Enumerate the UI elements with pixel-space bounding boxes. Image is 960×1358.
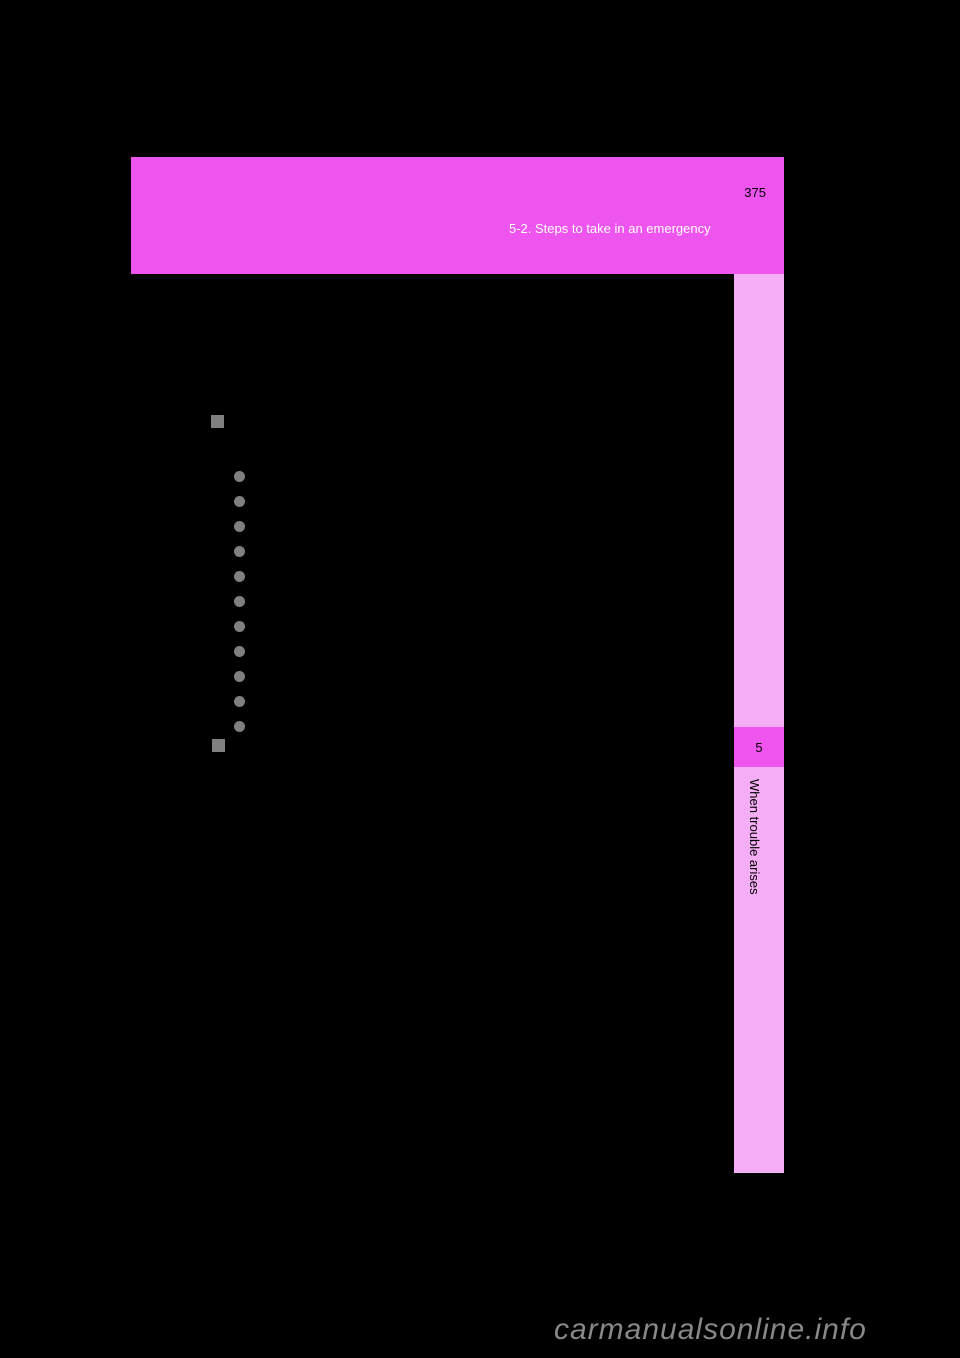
bullet-text: Seat belt pretensioner assemblies [255,694,451,709]
bullet-text: Front airbag sensors [255,494,374,509]
bullet-text: Driver's seat belt buckle switch [255,594,432,609]
bullet-text: Side and curtain shield airbag sensors [255,519,475,534]
bullet-icon [234,621,245,632]
list-item: Front airbag sensors [234,494,547,509]
bullet-icon [234,646,245,657]
section-paragraph: If luggage is placed on the front passen… [231,762,711,821]
bullet-icon [234,496,245,507]
list-item: "AIR BAG ON" and "AIR BAG OFF" indicator… [234,644,547,659]
bullet-text: Airbags Interconnecting wiring and power… [255,719,543,734]
list-item: Seat belt pretensioner assemblies [234,694,547,709]
list-item: Curtain shield airbag sensors [234,544,547,559]
bullet-list: Airbag sensor assembly Front airbag sens… [234,469,547,744]
bullet-text: "AIR BAG ON" and "AIR BAG OFF" indicator… [255,644,547,659]
page-number: 375 [744,185,766,200]
section-intro-1: This warning light system monitors the f… [231,441,510,456]
list-item: Airbag sensor assembly [234,469,547,484]
header-bar: 375 5-2. Steps to take in an emergency [131,157,784,274]
sidebar-chapter-number: 5 [755,740,762,755]
bullet-icon [234,571,245,582]
bullet-icon [234,696,245,707]
sidebar-chapter-text: When trouble arises [747,779,762,895]
section-heading-1: SRS warning light [231,414,334,429]
bullet-text: Airbag sensor assembly [255,469,394,484]
list-item: Front passenger occupant classification … [234,619,547,634]
sidebar [734,274,784,1173]
bullet-text: Driver's seat position sensor [255,569,418,584]
square-bullet-icon [212,739,225,752]
section-heading-2: Front passenger detection sensor and pas… [231,737,622,752]
list-item: Side and curtain shield airbag sensors [234,519,547,534]
sidebar-chapter-box: 5 [734,727,784,767]
bullet-text: Front passenger's seat belt buckle switc… [255,669,492,684]
bullet-icon [234,521,245,532]
bullet-icon [234,671,245,682]
bullet-icon [234,471,245,482]
bullet-icon [234,596,245,607]
page-container: 375 5-2. Steps to take in an emergency 5… [131,157,784,1173]
square-bullet-icon [211,415,224,428]
bullet-icon [234,721,245,732]
list-item: Airbags Interconnecting wiring and power… [234,719,547,734]
list-item: Front passenger's seat belt buckle switc… [234,669,547,684]
list-item: Driver's seat belt buckle switch [234,594,547,609]
bullet-icon [234,546,245,557]
list-item: Driver's seat position sensor [234,569,547,584]
bullet-text: Curtain shield airbag sensors [255,544,423,559]
watermark-text: carmanualsonline.info [554,1313,867,1347]
bullet-text: Front passenger occupant classification … [255,619,528,634]
section-title: 5-2. Steps to take in an emergency [509,221,711,236]
